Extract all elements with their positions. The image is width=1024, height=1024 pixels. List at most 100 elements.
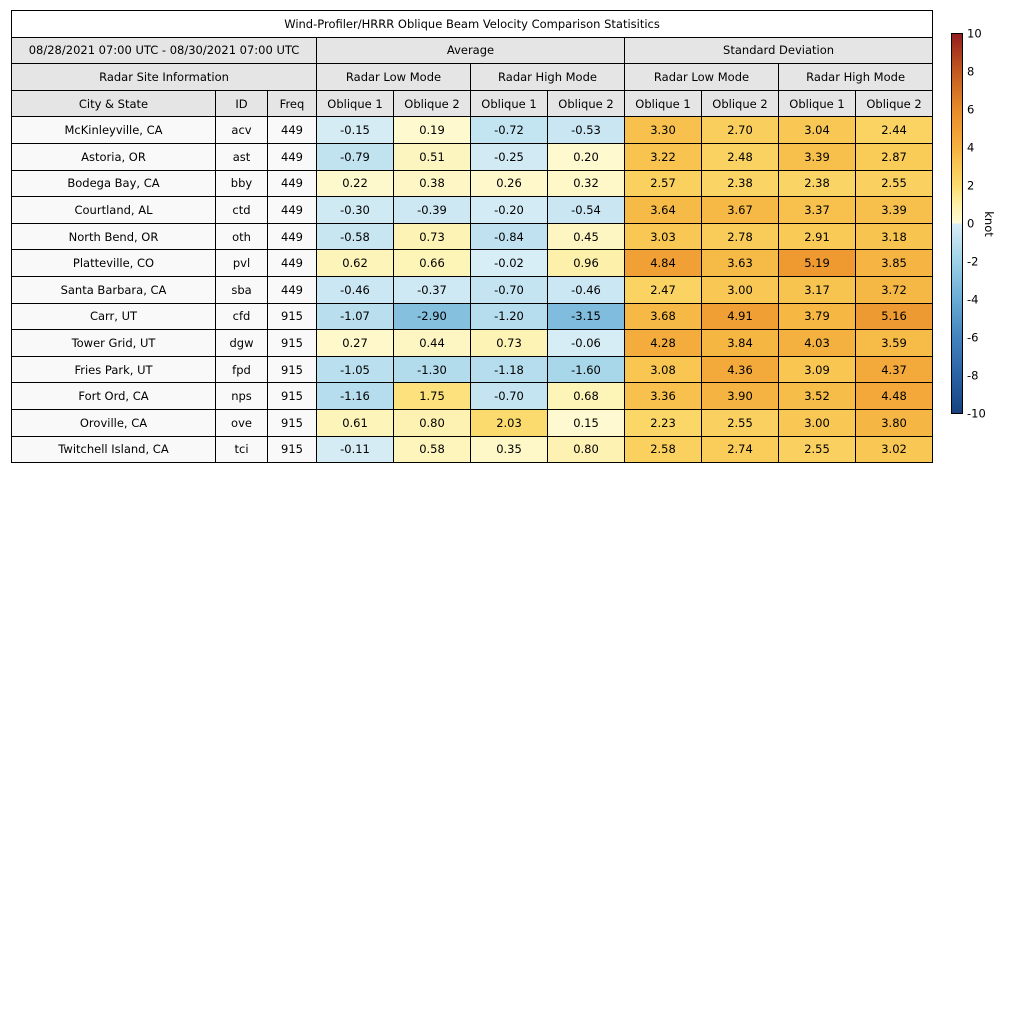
value-cell: 3.63: [701, 249, 779, 277]
value-cell: -1.30: [393, 355, 471, 384]
id-cell: acv: [215, 116, 268, 144]
value-cell: 2.87: [854, 142, 934, 171]
value-cell: 3.18: [854, 222, 934, 251]
col-header-oblique: Oblique 1: [316, 89, 394, 118]
col-header-id: ID: [215, 89, 268, 118]
value-cell: 0.73: [393, 222, 471, 251]
colorbar: [951, 33, 963, 414]
city-cell: North Bend, OR: [11, 222, 216, 251]
value-cell: -0.20: [470, 196, 548, 224]
value-cell: 2.70: [701, 116, 779, 144]
value-cell: 3.37: [778, 196, 856, 224]
value-cell: 3.00: [778, 408, 856, 437]
value-cell: 2.23: [624, 408, 702, 437]
mode-header-std-high: Radar High Mode: [777, 63, 934, 91]
group-header-row: 08/28/2021 07:00 UTC - 08/30/2021 07:00 …: [11, 36, 934, 65]
value-cell: 2.38: [701, 169, 779, 198]
value-cell: 3.59: [854, 329, 934, 357]
site-row: Bodega Bay, CA bby 449 0.22 0.38 0.26 0.32 2.57…: [11, 169, 934, 198]
id-cell: bby: [215, 169, 268, 198]
city-cell: Courtland, AL: [11, 196, 216, 224]
city-cell: Platteville, CO: [11, 249, 216, 277]
city-cell: Carr, UT: [11, 302, 216, 331]
value-cell: 3.09: [778, 355, 856, 384]
value-cell: -1.60: [547, 355, 625, 384]
value-cell: 1.75: [393, 382, 471, 410]
value-cell: 3.17: [778, 275, 856, 304]
site-row: Platteville, CO pvl 449 0.62 0.66 -0.02 0.96 4.…: [11, 249, 934, 277]
value-cell: -0.70: [470, 275, 548, 304]
value-cell: -2.90: [393, 302, 471, 331]
value-cell: 3.84: [701, 329, 779, 357]
value-cell: -0.11: [316, 435, 394, 464]
value-cell: -0.53: [547, 116, 625, 144]
freq-cell: 915: [267, 382, 317, 410]
freq-cell: 915: [267, 302, 317, 331]
value-cell: 3.80: [854, 408, 934, 437]
col-header-freq: Freq: [267, 89, 317, 118]
value-cell: -0.54: [547, 196, 625, 224]
colorbar-label: knot: [982, 211, 996, 237]
value-cell: 2.57: [624, 169, 702, 198]
freq-cell: 449: [267, 116, 317, 144]
value-cell: 3.30: [624, 116, 702, 144]
site-row: Fries Park, UT fpd 915 -1.05 -1.30 -1.18 -1.60…: [11, 355, 934, 384]
value-cell: -0.15: [316, 116, 394, 144]
freq-cell: 449: [267, 142, 317, 171]
table-title: Wind-Profiler/HRRR Oblique Beam Velocity…: [10, 10, 934, 38]
colorbar-tick-label: 0: [967, 216, 975, 230]
value-cell: 3.22: [624, 142, 702, 171]
stats-table: Wind-Profiler/HRRR Oblique Beam Velocity…: [10, 10, 934, 464]
value-cell: -0.72: [470, 116, 548, 144]
mode-header-avg-low: Radar Low Mode: [316, 63, 471, 91]
value-cell: 4.84: [624, 249, 702, 277]
site-row: North Bend, OR oth 449 -0.58 0.73 -0.84 0.45 3.…: [11, 222, 934, 251]
value-cell: -1.16: [316, 382, 394, 410]
value-cell: -1.07: [316, 302, 394, 331]
value-cell: 0.61: [316, 408, 394, 437]
id-cell: ast: [215, 142, 268, 171]
value-cell: 0.80: [547, 435, 625, 464]
value-cell: 3.39: [778, 142, 856, 171]
site-row: Fort Ord, CA nps 915 -1.16 1.75 -0.70 0.68 3.36…: [11, 382, 934, 410]
value-cell: 0.20: [547, 142, 625, 171]
city-cell: Oroville, CA: [11, 408, 216, 437]
value-cell: 2.58: [624, 435, 702, 464]
title-row: Wind-Profiler/HRRR Oblique Beam Velocity…: [10, 10, 934, 38]
id-cell: cfd: [215, 302, 268, 331]
city-cell: Tower Grid, UT: [11, 329, 216, 357]
id-cell: pvl: [215, 249, 268, 277]
value-cell: 3.02: [854, 435, 934, 464]
id-cell: fpd: [215, 355, 268, 384]
col-header-oblique: Oblique 2: [854, 89, 934, 118]
value-cell: 5.16: [854, 302, 934, 331]
value-cell: 2.55: [778, 435, 856, 464]
freq-cell: 449: [267, 275, 317, 304]
col-header-oblique: Oblique 1: [624, 89, 702, 118]
mode-header-std-low: Radar Low Mode: [624, 63, 779, 91]
value-cell: 0.45: [547, 222, 625, 251]
colorbar-tick-label: -4: [967, 292, 979, 307]
value-cell: 0.66: [393, 249, 471, 277]
freq-cell: 915: [267, 329, 317, 357]
value-cell: 2.47: [624, 275, 702, 304]
colorbar-tick-label: -8: [967, 368, 979, 383]
value-cell: 4.36: [701, 355, 779, 384]
value-cell: -0.02: [470, 249, 548, 277]
value-cell: -0.06: [547, 329, 625, 357]
value-cell: -0.39: [393, 196, 471, 224]
colorbar-tick-label: -2: [967, 254, 979, 269]
value-cell: 3.03: [624, 222, 702, 251]
value-cell: 2.38: [778, 169, 856, 198]
id-cell: sba: [215, 275, 268, 304]
city-cell: Fries Park, UT: [11, 355, 216, 384]
site-row: Tower Grid, UT dgw 915 0.27 0.44 0.73 -0.06 4.2…: [11, 329, 934, 357]
colorbar-tick-label: 4: [967, 139, 975, 154]
value-cell: 4.03: [778, 329, 856, 357]
value-cell: -3.15: [547, 302, 625, 331]
col-header-oblique: Oblique 2: [701, 89, 779, 118]
value-cell: 0.35: [470, 435, 548, 464]
value-cell: 2.55: [854, 169, 934, 198]
colorbar-tick-label: 2: [967, 177, 975, 192]
id-cell: oth: [215, 222, 268, 251]
